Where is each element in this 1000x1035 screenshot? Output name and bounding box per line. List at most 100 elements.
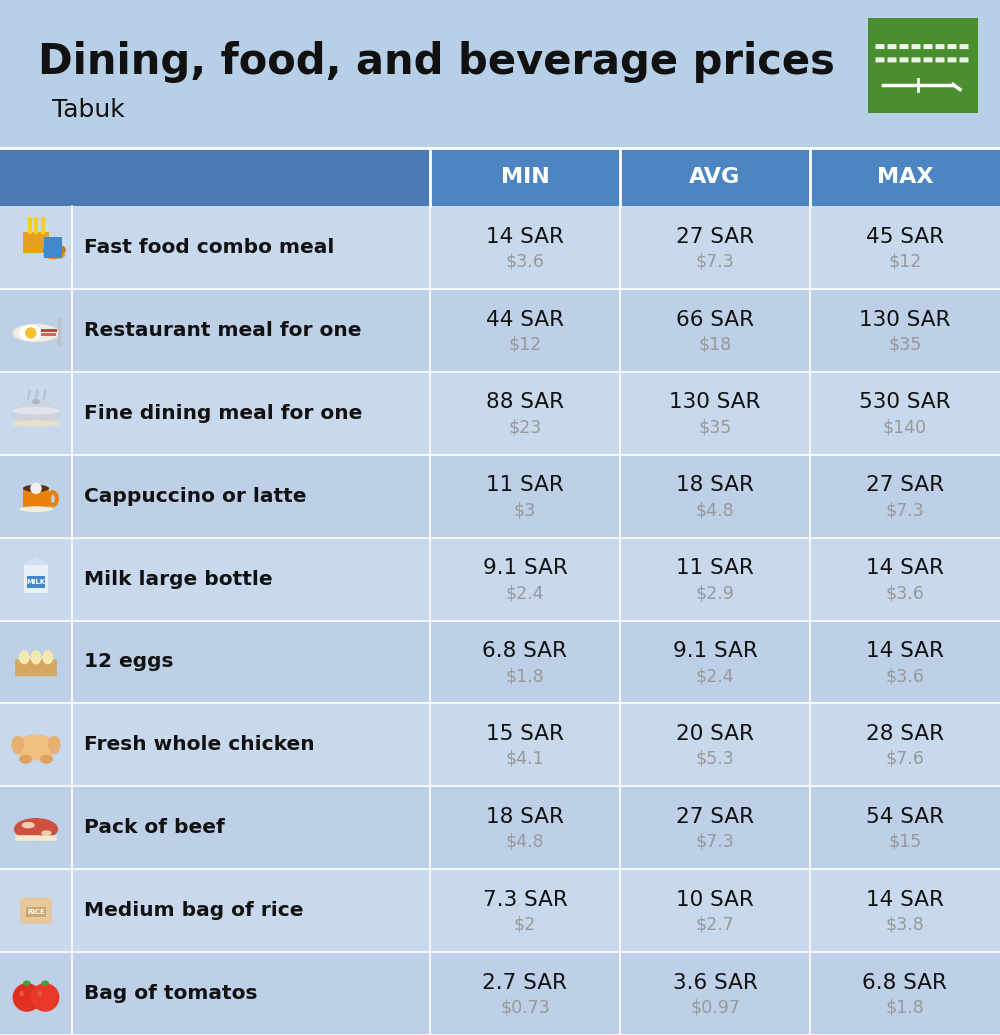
Ellipse shape <box>13 402 59 425</box>
Circle shape <box>30 482 42 494</box>
Text: 28 SAR: 28 SAR <box>866 724 944 744</box>
FancyBboxPatch shape <box>876 57 885 62</box>
Text: $1.8: $1.8 <box>886 999 924 1016</box>
FancyBboxPatch shape <box>0 869 1000 952</box>
Text: $7.3: $7.3 <box>696 833 734 851</box>
FancyBboxPatch shape <box>960 57 968 62</box>
Circle shape <box>31 983 59 1012</box>
Ellipse shape <box>13 324 59 342</box>
Text: $2.4: $2.4 <box>696 667 734 685</box>
FancyBboxPatch shape <box>924 45 932 49</box>
Text: $140: $140 <box>883 418 927 437</box>
FancyBboxPatch shape <box>936 57 944 62</box>
Text: $3.6: $3.6 <box>506 253 544 270</box>
Ellipse shape <box>48 736 61 753</box>
Text: $4.8: $4.8 <box>696 501 734 520</box>
FancyBboxPatch shape <box>0 787 1000 869</box>
Circle shape <box>25 327 37 338</box>
FancyBboxPatch shape <box>912 45 920 49</box>
Text: 18 SAR: 18 SAR <box>676 475 754 496</box>
FancyBboxPatch shape <box>948 45 956 49</box>
Text: $4.1: $4.1 <box>506 750 544 768</box>
Text: Medium bag of rice: Medium bag of rice <box>84 901 304 920</box>
FancyBboxPatch shape <box>0 621 1000 704</box>
FancyBboxPatch shape <box>0 206 1000 289</box>
Text: 14 SAR: 14 SAR <box>866 558 944 579</box>
Text: 3.6 SAR: 3.6 SAR <box>673 973 757 993</box>
Text: AVG: AVG <box>689 167 741 187</box>
Ellipse shape <box>11 420 61 426</box>
Text: $3.8: $3.8 <box>886 916 924 934</box>
Text: $35: $35 <box>698 418 732 437</box>
Text: $23: $23 <box>508 418 542 437</box>
Text: Fresh whole chicken: Fresh whole chicken <box>84 735 315 755</box>
Text: 14 SAR: 14 SAR <box>866 641 944 661</box>
Text: MAX: MAX <box>877 167 933 187</box>
Text: 14 SAR: 14 SAR <box>866 890 944 910</box>
FancyBboxPatch shape <box>44 237 62 258</box>
Text: $35: $35 <box>888 335 922 353</box>
Text: 6.8 SAR: 6.8 SAR <box>862 973 948 993</box>
FancyBboxPatch shape <box>948 57 956 62</box>
Text: 15 SAR: 15 SAR <box>486 724 564 744</box>
Text: 530 SAR: 530 SAR <box>859 392 951 413</box>
Text: $15: $15 <box>888 833 922 851</box>
Ellipse shape <box>31 650 41 664</box>
FancyBboxPatch shape <box>0 0 1000 148</box>
FancyBboxPatch shape <box>0 372 1000 454</box>
FancyBboxPatch shape <box>26 907 46 917</box>
Text: MIN: MIN <box>501 167 549 187</box>
Text: 11 SAR: 11 SAR <box>486 475 564 496</box>
Text: 18 SAR: 18 SAR <box>486 807 564 827</box>
Ellipse shape <box>23 484 49 492</box>
Text: $2.9: $2.9 <box>696 584 734 602</box>
Text: 7.3 SAR: 7.3 SAR <box>483 890 567 910</box>
FancyBboxPatch shape <box>868 18 978 113</box>
Ellipse shape <box>19 506 53 512</box>
Ellipse shape <box>22 822 35 828</box>
Text: 27 SAR: 27 SAR <box>676 807 754 827</box>
Text: Cappuccino or latte: Cappuccino or latte <box>84 486 306 506</box>
Text: 20 SAR: 20 SAR <box>676 724 754 744</box>
Text: Fast food combo meal: Fast food combo meal <box>84 238 334 257</box>
Text: 66 SAR: 66 SAR <box>676 309 754 329</box>
FancyBboxPatch shape <box>924 57 932 62</box>
Ellipse shape <box>19 755 32 764</box>
FancyBboxPatch shape <box>0 289 1000 372</box>
Ellipse shape <box>42 650 53 664</box>
Text: Pack of beef: Pack of beef <box>84 819 225 837</box>
Text: $3.6: $3.6 <box>886 584 924 602</box>
Ellipse shape <box>15 735 57 761</box>
Ellipse shape <box>41 830 52 835</box>
Ellipse shape <box>14 818 58 840</box>
FancyBboxPatch shape <box>0 704 1000 787</box>
FancyBboxPatch shape <box>900 45 908 49</box>
Text: 12 eggs: 12 eggs <box>84 652 174 672</box>
FancyBboxPatch shape <box>888 45 896 49</box>
FancyBboxPatch shape <box>20 897 52 924</box>
Ellipse shape <box>43 252 65 259</box>
FancyBboxPatch shape <box>41 329 57 332</box>
Text: $0.73: $0.73 <box>500 999 550 1016</box>
Text: وو وو وو وو: وو وو وو وو <box>904 50 942 59</box>
FancyBboxPatch shape <box>936 45 944 49</box>
Polygon shape <box>24 556 48 565</box>
FancyBboxPatch shape <box>900 57 908 62</box>
Text: 6.8 SAR: 6.8 SAR <box>482 641 568 661</box>
Ellipse shape <box>32 398 40 404</box>
Text: 44 SAR: 44 SAR <box>486 309 564 329</box>
Text: 27 SAR: 27 SAR <box>866 475 944 496</box>
Text: Tabuk: Tabuk <box>52 98 125 122</box>
Text: $1.8: $1.8 <box>506 667 544 685</box>
Text: $7.3: $7.3 <box>886 501 924 520</box>
FancyBboxPatch shape <box>912 57 920 62</box>
Text: 11 SAR: 11 SAR <box>676 558 754 579</box>
FancyBboxPatch shape <box>23 489 49 508</box>
Text: Dining, food, and beverage prices: Dining, food, and beverage prices <box>38 41 835 83</box>
FancyBboxPatch shape <box>888 57 896 62</box>
Text: $18: $18 <box>698 335 732 353</box>
Text: $7.3: $7.3 <box>696 253 734 270</box>
Text: $12: $12 <box>888 253 922 270</box>
Text: $3.6: $3.6 <box>886 667 924 685</box>
Text: 2.7 SAR: 2.7 SAR <box>482 973 568 993</box>
